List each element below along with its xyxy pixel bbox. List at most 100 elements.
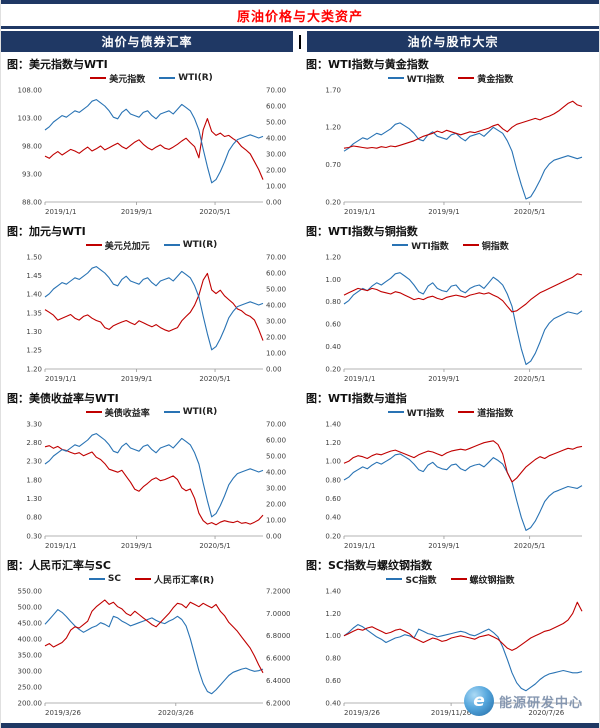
svg-text:2019/9/1: 2019/9/1 xyxy=(428,542,459,550)
svg-text:2019/3/26: 2019/3/26 xyxy=(45,709,81,717)
svg-text:98.00: 98.00 xyxy=(22,142,42,150)
chart-panel-cny-sc: 图：人民币汇率与SC SC 人民币汇率(R) 200.00 250.00 300.00… xyxy=(1,555,300,722)
legend-item: 美债收益率 xyxy=(85,406,150,419)
svg-text:2020/3/26: 2020/3/26 xyxy=(158,709,194,717)
svg-text:0.00: 0.00 xyxy=(266,532,282,540)
svg-text:2019/9/1: 2019/9/1 xyxy=(428,208,459,216)
svg-text:2.30: 2.30 xyxy=(26,458,42,466)
section-header-left: 油价与债券汇率 xyxy=(1,31,293,52)
svg-text:1.20: 1.20 xyxy=(325,124,341,132)
svg-text:70.00: 70.00 xyxy=(266,86,286,94)
svg-text:2019/9/1: 2019/9/1 xyxy=(121,208,152,216)
svg-text:40.00: 40.00 xyxy=(266,301,286,309)
svg-text:30.00: 30.00 xyxy=(266,317,286,325)
legend-label: WTI(R) xyxy=(182,240,218,250)
svg-text:300.00: 300.00 xyxy=(18,667,43,675)
svg-text:1.70: 1.70 xyxy=(325,86,341,94)
legend-item: 道指指数 xyxy=(458,406,513,419)
svg-text:60.00: 60.00 xyxy=(266,436,286,444)
svg-text:1.35: 1.35 xyxy=(26,309,42,317)
top-rule xyxy=(1,0,599,4)
chart-canvas: 1.20 1.25 1.30 1.35 1.40 1.45 1.50 0.00 10.00 20.… xyxy=(7,251,296,383)
chart-caption: 图：加元与WTI xyxy=(7,225,86,238)
svg-text:1.25: 1.25 xyxy=(26,347,42,355)
energy-center-logo-icon: e xyxy=(463,686,494,716)
legend-item: WTI指数 xyxy=(387,406,445,419)
svg-text:50.00: 50.00 xyxy=(266,452,286,460)
legend-label: WTI(R) xyxy=(178,73,213,83)
legend-item: 美元指数 xyxy=(90,72,145,85)
legend-label: WTI(R) xyxy=(182,407,218,417)
svg-text:1.30: 1.30 xyxy=(26,495,42,503)
svg-text:2020/5/1: 2020/5/1 xyxy=(199,208,230,216)
svg-text:2020/7/26: 2020/7/26 xyxy=(528,709,564,717)
legend-label: WTI指数 xyxy=(406,408,445,419)
chart-canvas: 0.20 0.40 0.60 0.80 1.00 1.20 1.40 2019/1/1 2019… xyxy=(306,418,595,550)
legend-line-swatch xyxy=(387,77,404,79)
svg-text:60.00: 60.00 xyxy=(266,102,286,110)
svg-text:0.30: 0.30 xyxy=(26,532,42,540)
legend-label: WTI指数 xyxy=(406,74,445,85)
svg-text:0.40: 0.40 xyxy=(325,699,341,707)
svg-text:2019/1/1: 2019/1/1 xyxy=(45,208,76,216)
svg-text:2019/9/1: 2019/9/1 xyxy=(121,375,152,383)
svg-text:1.00: 1.00 xyxy=(325,632,341,640)
chart-panel-cad-wti: 图：加元与WTI 美元兑加元 WTI(R) 1.20 1.25 1.30 1.35 1.4… xyxy=(1,221,300,388)
svg-text:400.00: 400.00 xyxy=(18,635,43,643)
legend-line-swatch xyxy=(85,244,102,246)
svg-text:40.00: 40.00 xyxy=(266,468,286,476)
svg-text:2020/5/1: 2020/5/1 xyxy=(199,375,230,383)
legend-label: 螺纹钢指数 xyxy=(469,575,515,586)
legend-line-swatch xyxy=(450,578,467,580)
legend-item: SC指数 xyxy=(386,573,437,586)
chart-canvas: 0.20 0.40 0.60 0.80 1.00 1.20 2019/1/1 2019/9/1… xyxy=(306,251,595,383)
svg-text:1.40: 1.40 xyxy=(325,587,341,595)
svg-text:1.80: 1.80 xyxy=(26,476,42,484)
svg-text:2019/9/1: 2019/9/1 xyxy=(428,375,459,383)
chart-canvas: 0.30 0.80 1.30 1.80 2.30 2.80 3.30 0.00 10.00 20.… xyxy=(7,418,296,550)
svg-text:70.00: 70.00 xyxy=(266,420,286,428)
svg-text:108.00: 108.00 xyxy=(18,86,43,94)
svg-text:0.60: 0.60 xyxy=(325,677,341,685)
chart-legend: SC指数 螺纹钢指数 xyxy=(306,573,595,586)
legend-item: WTI指数 xyxy=(387,72,445,85)
chart-canvas: 0.20 0.70 1.20 1.70 2019/1/1 2019/9/1 2020/5/1 xyxy=(306,84,595,216)
svg-text:7.2000: 7.2000 xyxy=(266,587,291,595)
svg-text:10.00: 10.00 xyxy=(266,349,286,357)
section-header-row: 油价与债券汇率 油价与股市大宗 xyxy=(1,31,599,52)
svg-text:7.0000: 7.0000 xyxy=(266,610,291,618)
chart-legend: 美债收益率 WTI(R) xyxy=(7,406,296,419)
chart-panel-wti-copper: 图：WTI指数与铜指数 WTI指数 铜指数 0.20 0.40 0.60 0.80 1.0… xyxy=(300,221,599,388)
svg-text:50.00: 50.00 xyxy=(266,118,286,126)
chart-panel-wti-gold: 图：WTI指数与黄金指数 WTI指数 黄金指数 0.20 0.70 1.20 1.70 2… xyxy=(300,54,599,221)
svg-text:2019/3/26: 2019/3/26 xyxy=(344,709,380,717)
svg-text:30.00: 30.00 xyxy=(266,484,286,492)
svg-text:1.30: 1.30 xyxy=(26,328,42,336)
chart-legend: SC 人民币汇率(R) xyxy=(7,573,296,586)
svg-text:450.00: 450.00 xyxy=(18,619,43,627)
svg-text:2019/1/1: 2019/1/1 xyxy=(45,375,76,383)
chart-caption: 图：WTI指数与铜指数 xyxy=(306,225,418,238)
legend-label: SC xyxy=(107,574,121,584)
header-divider xyxy=(299,34,301,49)
bottom-rule xyxy=(1,723,599,728)
svg-text:10.00: 10.00 xyxy=(266,182,286,190)
legend-label: 道指指数 xyxy=(477,408,514,419)
svg-text:0.80: 0.80 xyxy=(325,655,341,663)
svg-text:1.40: 1.40 xyxy=(26,291,42,299)
svg-text:250.00: 250.00 xyxy=(18,683,43,691)
legend-item: WTI(R) xyxy=(159,73,213,83)
chart-legend: WTI指数 铜指数 xyxy=(306,239,595,252)
svg-text:10.00: 10.00 xyxy=(266,516,286,524)
svg-text:88.00: 88.00 xyxy=(22,198,42,206)
watermark: e 能源研发中心 xyxy=(463,686,583,716)
watermark-text: 能源研发中心 xyxy=(498,695,583,711)
svg-text:103.00: 103.00 xyxy=(18,114,43,122)
legend-label: 黄金指数 xyxy=(477,74,514,85)
svg-text:550.00: 550.00 xyxy=(18,587,43,595)
svg-text:1.20: 1.20 xyxy=(325,439,341,447)
svg-text:1.00: 1.00 xyxy=(325,458,341,466)
legend-line-swatch xyxy=(134,578,151,580)
svg-text:93.00: 93.00 xyxy=(22,170,42,178)
svg-text:2020/5/1: 2020/5/1 xyxy=(514,208,545,216)
